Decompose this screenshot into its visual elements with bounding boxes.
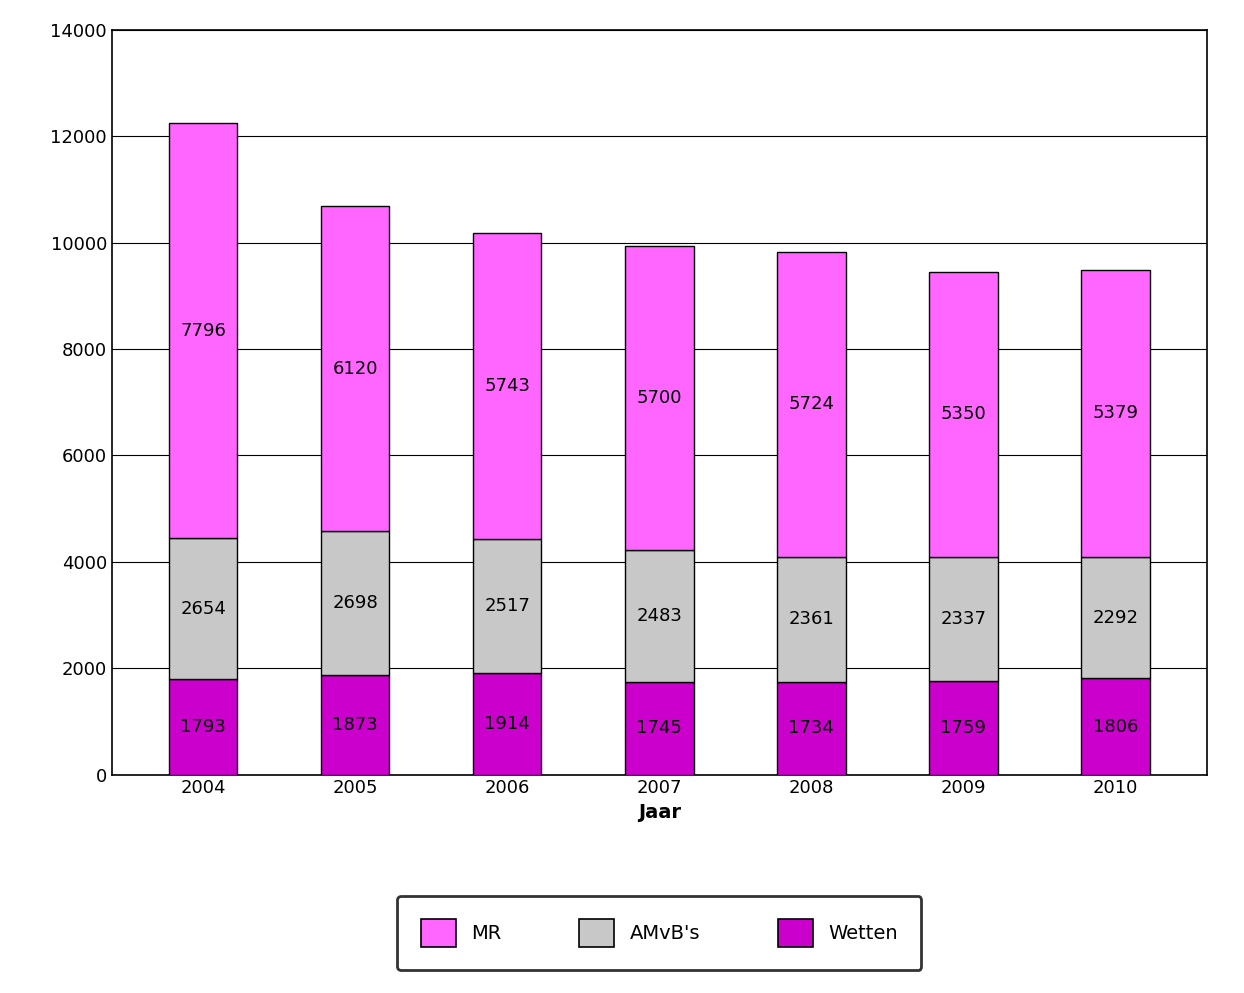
Text: 1793: 1793 — [180, 718, 226, 736]
Text: 1759: 1759 — [940, 719, 986, 737]
Text: 2517: 2517 — [484, 597, 530, 615]
Bar — [169, 679, 238, 775]
Legend: MR, AMvB's, Wetten: MR, AMvB's, Wetten — [397, 896, 922, 970]
Bar — [321, 531, 389, 675]
Bar — [778, 557, 846, 682]
Bar — [626, 682, 694, 775]
Text: 5724: 5724 — [789, 395, 835, 413]
Bar — [473, 672, 541, 775]
Text: 2483: 2483 — [637, 607, 682, 625]
Bar — [321, 675, 389, 775]
Bar — [1081, 556, 1149, 678]
Text: 5700: 5700 — [637, 389, 682, 407]
Text: 1914: 1914 — [484, 715, 530, 733]
Bar — [929, 272, 998, 557]
Bar — [929, 557, 998, 681]
Text: 2361: 2361 — [789, 611, 835, 629]
Bar — [626, 246, 694, 550]
Text: 6120: 6120 — [332, 359, 378, 377]
Text: 1734: 1734 — [789, 719, 835, 738]
X-axis label: Jaar: Jaar — [638, 803, 680, 822]
Bar — [169, 538, 238, 679]
Bar — [473, 233, 541, 539]
Bar — [929, 681, 998, 775]
Text: 7796: 7796 — [180, 322, 226, 340]
Text: 1873: 1873 — [332, 716, 378, 734]
Text: 5350: 5350 — [940, 405, 986, 423]
Text: 1745: 1745 — [637, 719, 682, 737]
Text: 2654: 2654 — [180, 600, 226, 618]
Bar — [321, 206, 389, 531]
Text: 2337: 2337 — [940, 610, 986, 628]
Text: 5743: 5743 — [484, 377, 530, 395]
Text: 5379: 5379 — [1092, 404, 1138, 422]
Text: 1806: 1806 — [1092, 718, 1138, 736]
Text: 2292: 2292 — [1092, 609, 1138, 627]
Bar — [1081, 678, 1149, 775]
Text: 2698: 2698 — [332, 594, 378, 612]
Bar — [778, 252, 846, 557]
Bar — [626, 550, 694, 682]
Bar — [169, 123, 238, 538]
Bar — [1081, 270, 1149, 556]
Bar — [778, 682, 846, 775]
Bar — [473, 539, 541, 672]
